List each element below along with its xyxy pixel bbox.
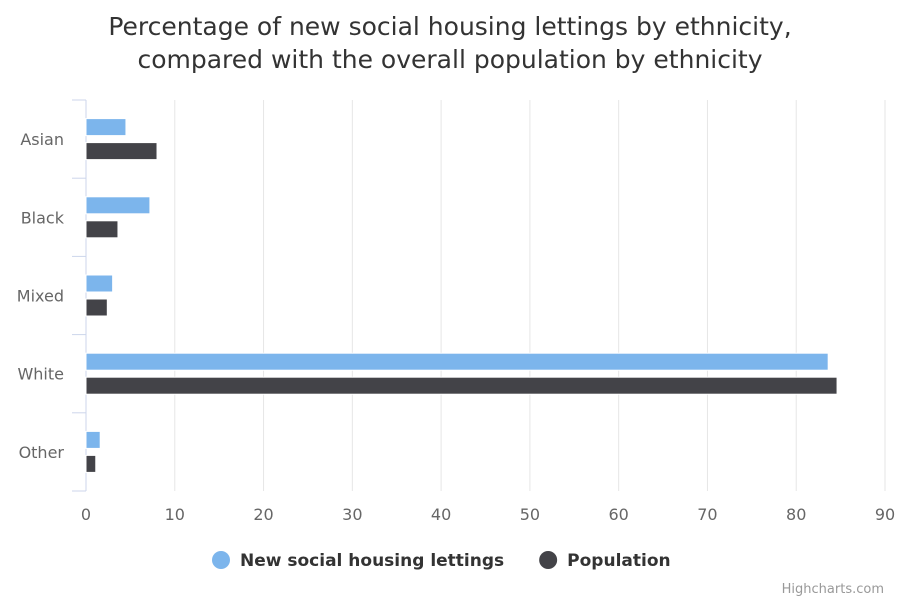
x-tick-label-0: 0 — [81, 505, 91, 524]
legend-item-population[interactable]: Population — [539, 551, 671, 571]
bar-black-new-social-housing-lettings[interactable] — [85, 196, 151, 215]
bar-black-population[interactable] — [85, 220, 119, 239]
category-label-black: Black — [21, 208, 65, 227]
legend[interactable]: New social housing lettings Population — [212, 551, 671, 571]
chart-title: Percentage of new social housing letting… — [108, 12, 791, 74]
category-label-white: White — [17, 365, 64, 384]
value-axis-ticks: 0 10 20 30 40 50 60 70 80 90 — [81, 505, 895, 524]
x-tick-label-50: 50 — [520, 505, 540, 524]
bar-asian-population[interactable] — [85, 142, 158, 161]
x-tick-label-10: 10 — [165, 505, 185, 524]
x-tick-label-70: 70 — [697, 505, 717, 524]
x-tick-label-30: 30 — [342, 505, 362, 524]
grid-lines — [174, 100, 886, 491]
bar-mixed-population[interactable] — [85, 298, 108, 317]
bar-asian-new-social-housing-lettings[interactable] — [85, 118, 127, 137]
category-axis — [72, 99, 87, 492]
bar-white-population[interactable] — [85, 376, 838, 395]
legend-symbol-icon — [539, 551, 558, 569]
bars — [85, 118, 838, 473]
x-tick-label-20: 20 — [253, 505, 273, 524]
x-tick-label-60: 60 — [608, 505, 628, 524]
legend-label: Population — [567, 551, 670, 571]
x-tick-label-80: 80 — [786, 505, 806, 524]
legend-symbol-icon — [212, 551, 230, 569]
bar-white-new-social-housing-lettings[interactable] — [85, 352, 829, 371]
category-label-mixed: Mixed — [17, 287, 64, 306]
bar-other-population[interactable] — [85, 454, 97, 473]
chart-title-line-1: Percentage of new social housing letting… — [108, 12, 791, 41]
legend-item-new-social-housing-lettings[interactable]: New social housing lettings — [212, 551, 504, 571]
bar-other-new-social-housing-lettings[interactable] — [85, 430, 101, 449]
category-label-asian: Asian — [20, 130, 64, 149]
chart-title-line-2: compared with the overall population by … — [137, 45, 762, 74]
bar-mixed-new-social-housing-lettings[interactable] — [85, 274, 114, 293]
category-labels: Asian Black Mixed White Other — [17, 130, 65, 462]
x-tick-label-40: 40 — [431, 505, 451, 524]
category-label-other: Other — [19, 443, 65, 462]
credits-link[interactable]: Highcharts.com — [782, 582, 884, 597]
legend-label: New social housing lettings — [240, 551, 504, 571]
x-tick-label-90: 90 — [875, 505, 895, 524]
